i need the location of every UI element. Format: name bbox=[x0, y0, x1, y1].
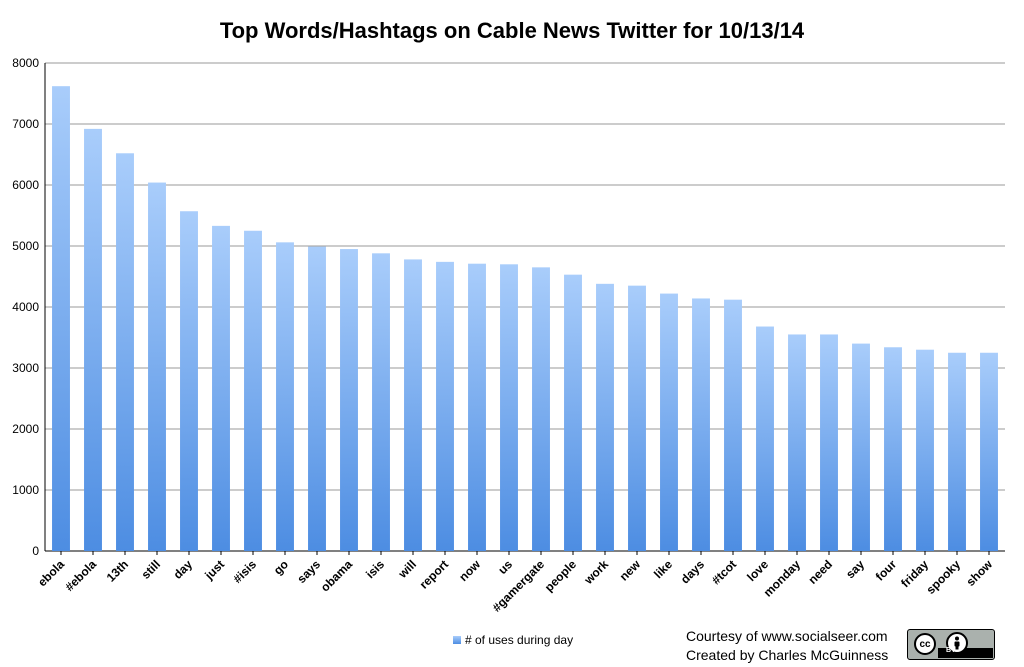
bar-hash-gamergate bbox=[532, 267, 550, 551]
legend-swatch bbox=[453, 636, 461, 644]
x-tick-label: us bbox=[495, 557, 515, 577]
x-tick-label: isis bbox=[363, 557, 387, 581]
legend: # of uses during day bbox=[453, 633, 573, 647]
bar-like bbox=[660, 293, 678, 551]
y-tick-label: 6000 bbox=[12, 178, 39, 192]
y-tick-label: 4000 bbox=[12, 300, 39, 314]
bar-spooky bbox=[948, 352, 966, 551]
credits: Courtesy of www.socialseer.com Created b… bbox=[686, 627, 888, 665]
x-tick-label: days bbox=[678, 557, 707, 586]
x-tick-label: show bbox=[964, 557, 996, 589]
by-strip bbox=[938, 648, 993, 658]
person-icon bbox=[946, 632, 968, 654]
x-tick-label: 13th bbox=[104, 557, 131, 584]
x-tick-label: #tcot bbox=[709, 557, 739, 587]
bars bbox=[52, 86, 998, 552]
y-tick-label: 8000 bbox=[12, 56, 39, 70]
cc-by-license-badge: cc BY bbox=[907, 629, 995, 660]
y-tick-label: 3000 bbox=[12, 361, 39, 375]
bar-day bbox=[180, 211, 198, 552]
y-tick-label: 1000 bbox=[12, 483, 39, 497]
bar-still bbox=[148, 182, 166, 551]
x-tick-label: #isis bbox=[230, 557, 259, 586]
bar-need bbox=[820, 334, 838, 551]
bar-13th bbox=[116, 153, 134, 551]
x-tick-label: go bbox=[271, 557, 291, 577]
chart-title: Top Words/Hashtags on Cable News Twitter… bbox=[219, 18, 805, 43]
x-tick-label: day bbox=[171, 557, 196, 582]
bar-report bbox=[436, 261, 454, 551]
y-tick-label: 0 bbox=[32, 544, 39, 558]
x-tick-label: people bbox=[542, 557, 579, 594]
bar-people bbox=[564, 274, 582, 551]
x-tick-label: say bbox=[843, 557, 867, 581]
bar-love bbox=[756, 326, 774, 551]
x-tick-label: #ebola bbox=[62, 557, 99, 594]
bar-friday bbox=[916, 349, 934, 551]
bar-new bbox=[628, 285, 646, 551]
x-tick-label: now bbox=[456, 557, 483, 584]
by-label: BY bbox=[946, 647, 956, 654]
x-tick-label: obama bbox=[318, 557, 355, 594]
x-tick-label: report bbox=[417, 557, 451, 591]
bar-monday bbox=[788, 334, 806, 551]
x-tick-label: will bbox=[395, 557, 419, 581]
x-tick-label: says bbox=[294, 557, 323, 586]
x-tick-label: new bbox=[617, 557, 644, 584]
bar-obama bbox=[340, 249, 358, 552]
cc-icon: cc bbox=[914, 633, 936, 655]
x-tick-label: spooky bbox=[924, 557, 964, 597]
axes bbox=[44, 63, 1005, 555]
x-tick-label: need bbox=[805, 557, 835, 587]
bar-go bbox=[276, 242, 294, 551]
x-tick-label: four bbox=[873, 557, 900, 584]
bar-will bbox=[404, 259, 422, 551]
y-tick-label: 5000 bbox=[12, 239, 39, 253]
bar-isis bbox=[372, 253, 390, 551]
x-tick-labels: ebola#ebola 13th still day just #isis go saysob… bbox=[35, 557, 996, 615]
credit-line-2: Created by Charles McGuinness bbox=[686, 647, 889, 663]
x-tick-label: work bbox=[581, 557, 612, 588]
bar-says bbox=[308, 246, 326, 552]
x-tick-label: like bbox=[651, 557, 675, 581]
bar-us bbox=[500, 264, 518, 551]
bar-ebola bbox=[52, 86, 70, 552]
bar-hash-ebola bbox=[84, 128, 102, 551]
bar-work bbox=[596, 283, 614, 551]
credit-line-1: Courtesy of www.socialseer.com bbox=[686, 628, 888, 644]
bar-show bbox=[980, 352, 998, 551]
bar-four bbox=[884, 347, 902, 551]
x-tick-label: still bbox=[139, 557, 164, 582]
y-tick-labels: 0 1000 2000 3000 4000 5000 6000 7000 8000 bbox=[12, 56, 39, 558]
bar-hash-isis bbox=[244, 230, 262, 551]
bar-say bbox=[852, 343, 870, 551]
bar-hash-tcot bbox=[724, 299, 742, 551]
bar-days bbox=[692, 298, 710, 551]
x-tick-label: love bbox=[744, 557, 771, 584]
bar-now bbox=[468, 263, 486, 551]
y-tick-label: 7000 bbox=[12, 117, 39, 131]
x-tick-label: just bbox=[201, 557, 227, 583]
bar-just bbox=[212, 225, 230, 551]
legend-label: # of uses during day bbox=[465, 633, 574, 647]
y-tick-label: 2000 bbox=[12, 422, 39, 436]
